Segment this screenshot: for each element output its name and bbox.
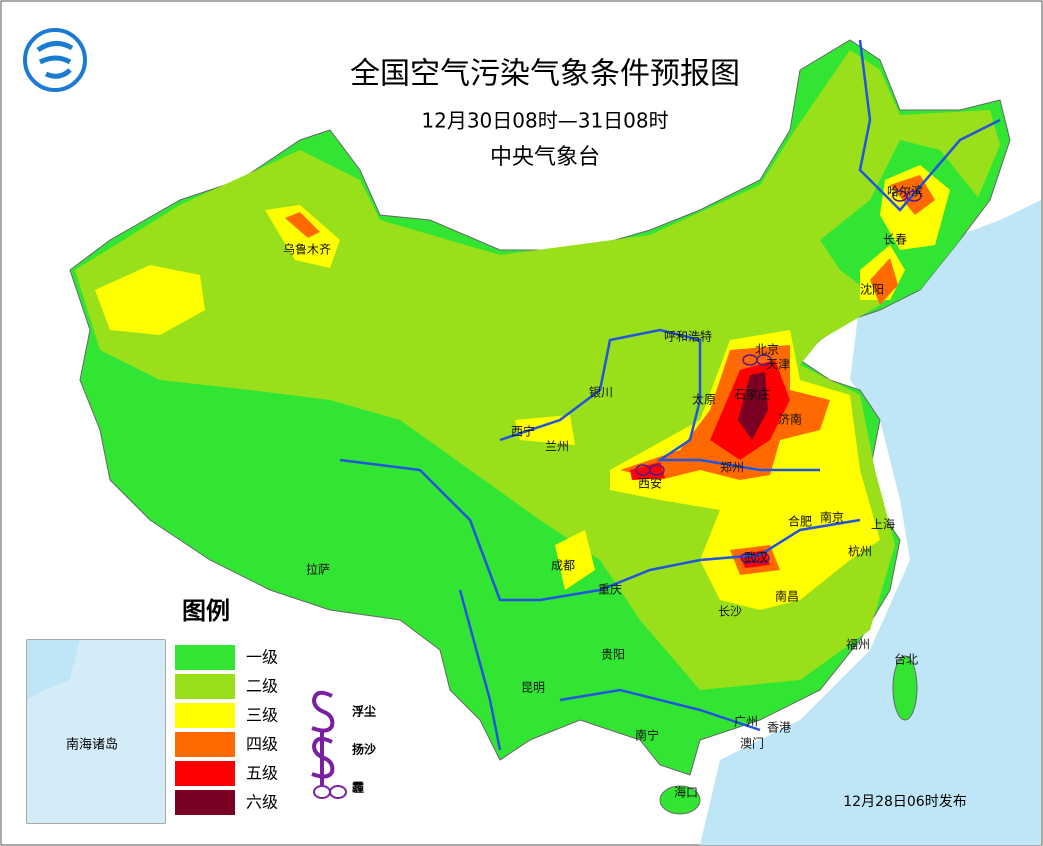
city-label: 上海 <box>871 517 895 532</box>
legend-label: 一级 <box>246 648 278 667</box>
legend-title: 图例 <box>182 597 230 625</box>
city-label: 拉萨 <box>306 562 330 577</box>
inset: 南海诸岛 <box>26 639 166 824</box>
haze-markers <box>635 190 922 564</box>
inset-label: 南海诸岛 <box>66 737 118 753</box>
sea <box>700 200 1041 845</box>
rivers <box>339 39 1001 751</box>
agency: 中央气象台 <box>490 145 600 170</box>
legend-swatch <box>175 732 235 757</box>
city-label: 银川 <box>589 386 613 400</box>
city-label: 武汉 <box>744 551 768 565</box>
zone-level-4 <box>870 258 898 305</box>
legend-label: 五级 <box>246 764 278 783</box>
hainan <box>659 785 701 815</box>
title: 全国空气污染气象条件预报图 <box>350 57 740 92</box>
city-label: 哈尔滨 <box>887 184 923 199</box>
city-label: 澳门 <box>740 736 764 751</box>
legend-swatch <box>175 674 235 699</box>
legend-label: 六级 <box>246 793 278 812</box>
legend-label: 三级 <box>246 706 278 725</box>
city-label: 郑州 <box>720 460 744 475</box>
city-label: 兰州 <box>545 440 569 454</box>
city-label: 长春 <box>883 233 907 247</box>
legend-label: 二级 <box>246 677 278 696</box>
city-label: 福州 <box>846 637 870 652</box>
legend-label: 四级 <box>246 735 278 754</box>
city-label: 海口 <box>674 785 698 800</box>
city-label: 天津 <box>766 358 790 372</box>
city-label: 太原 <box>692 392 716 407</box>
city-label: 长沙 <box>718 605 742 619</box>
city-label: 广州 <box>734 715 758 729</box>
city-label: 呼和浩特 <box>664 329 712 344</box>
city-label: 重庆 <box>598 583 622 597</box>
city-label: 乌鲁木齐 <box>283 242 331 257</box>
symbol-icons <box>311 690 347 799</box>
city-label: 南宁 <box>635 728 659 743</box>
city-label: 西宁 <box>511 424 535 439</box>
zone-level-3 <box>515 415 575 445</box>
legend-swatch <box>175 790 235 815</box>
city-label: 济南 <box>778 412 802 427</box>
city-label: 台北 <box>894 652 918 667</box>
release-time: 12月28日06时发布 <box>843 794 966 810</box>
south-rivers <box>458 589 761 751</box>
subtitle: 12月30日08时—31日08时 <box>421 109 668 133</box>
city-label: 杭州 <box>848 544 872 559</box>
city-label: 南昌 <box>775 589 799 604</box>
taiwan <box>892 655 918 721</box>
city-label: 西安 <box>638 476 662 491</box>
symbol-label: 扬沙 <box>352 742 376 757</box>
north-rivers <box>858 39 1001 212</box>
yangtze-river <box>339 458 861 602</box>
city-label: 北京 <box>755 343 779 357</box>
logo <box>23 28 87 92</box>
city-label: 成都 <box>551 559 575 573</box>
zone-level-4 <box>285 212 320 238</box>
city-label: 南京 <box>820 510 844 525</box>
legend-swatch <box>175 703 235 728</box>
zone-level-3 <box>555 530 595 590</box>
city-label: 合肥 <box>788 514 812 529</box>
zone-level-3 <box>265 205 340 268</box>
china-land <box>69 39 1011 815</box>
zone-level-6 <box>738 372 768 440</box>
city-label: 香港 <box>767 721 791 735</box>
yellow-river <box>499 328 820 472</box>
city-label: 昆明 <box>521 681 545 695</box>
symbol-label: 浮尘 <box>352 704 376 719</box>
city-label: 贵阳 <box>601 648 625 662</box>
city-label: 沈阳 <box>860 282 884 297</box>
symbol-label: 霾 <box>352 781 364 795</box>
legend-swatch <box>175 761 235 786</box>
city-label: 石家庄 <box>734 387 770 402</box>
zone-level-3 <box>95 265 205 335</box>
legend-swatch <box>175 645 235 670</box>
